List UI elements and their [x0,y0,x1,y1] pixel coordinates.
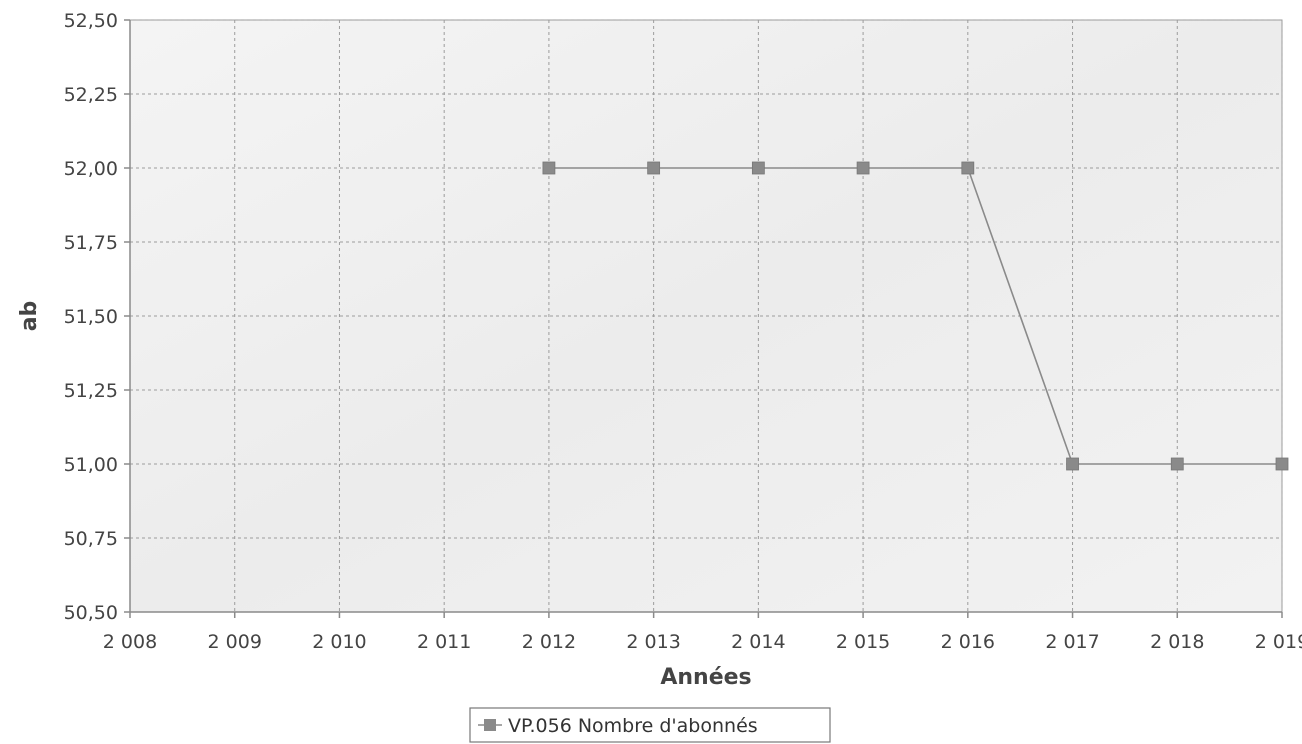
x-tick-label: 2 016 [941,631,995,653]
y-axis-title: ab [17,301,42,332]
y-tick-label: 51,75 [64,232,118,254]
y-axis-ticks: 50,50 50,75 51,00 51,25 51,50 51,75 52,00 52,25… [64,10,130,624]
x-tick-label: 2 019 [1255,631,1302,653]
y-tick-label: 52,25 [64,84,118,106]
data-point[interactable] [751,161,765,175]
legend-marker [484,719,496,731]
x-tick-label: 2 012 [522,631,576,653]
y-tick-label: 51,25 [64,380,118,402]
x-tick-label: 2 018 [1150,631,1204,653]
x-tick-label: 2 014 [731,631,785,653]
x-tick-label: 2 011 [417,631,471,653]
x-tick-label: 2 017 [1045,631,1099,653]
x-tick-label: 2 008 [103,631,157,653]
data-point[interactable] [1170,457,1184,471]
legend-label: VP.056 Nombre d'abonnés [508,715,758,737]
data-point[interactable] [856,161,870,175]
legend-box [469,707,831,743]
data-point[interactable] [542,161,556,175]
data-point[interactable] [647,161,661,175]
y-tick-label: 52,00 [64,158,118,180]
data-point[interactable] [1275,457,1289,471]
x-axis-title: Années [660,665,751,690]
y-tick-label: 50,50 [64,602,118,624]
y-tick-label: 50,75 [64,528,118,550]
data-point[interactable] [1066,457,1079,471]
series-layer [542,161,1289,471]
y-tick-label: 52,50 [64,10,118,32]
x-tick-label: 2 010 [312,631,366,653]
legend: VP.056 Nombre d'abonnés [469,707,831,743]
x-tick-label: 2 013 [626,631,680,653]
x-tick-label: 2 015 [836,631,890,653]
y-tick-label: 51,00 [64,454,118,476]
x-axis-ticks: 2 008 2 009 2 010 2 011 2 012 2 013 2 014 2 015… [103,612,1302,653]
series-line [548,167,1282,465]
y-tick-label: 51,50 [64,306,118,328]
data-point[interactable] [961,161,975,175]
x-tick-label: 2 009 [208,631,262,653]
